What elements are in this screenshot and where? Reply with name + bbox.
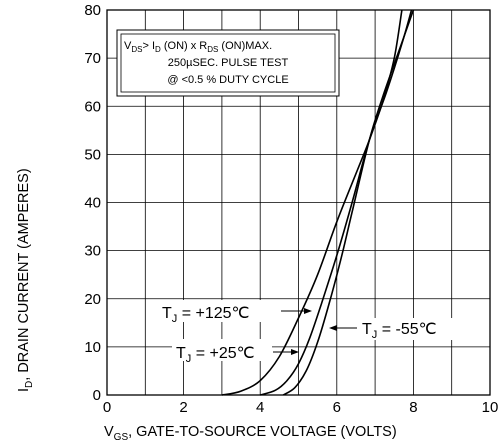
y-tick-label: 50 (84, 146, 101, 163)
x-tick-labels: 0 2 4 6 8 10 (103, 399, 499, 416)
x-tick-label: 4 (256, 399, 264, 416)
x-tick-label: 0 (103, 399, 111, 416)
note-line-1: VDS> ID (ON) x RDS (ON)MAX. (124, 40, 272, 54)
label-minus55c: TJ = -55℃ (329, 318, 460, 341)
y-tick-label: 0 (93, 387, 101, 404)
svg-text:TJ = -55℃: TJ = -55℃ (362, 321, 437, 341)
y-tick-label: 60 (84, 98, 101, 115)
label-25c: TJ = +25℃ (172, 339, 299, 365)
label-125c: TJ = +125℃ (158, 300, 312, 325)
y-tick-labels: 0 10 20 30 40 50 60 70 80 (84, 2, 101, 404)
y-tick-label: 20 (84, 291, 101, 308)
note-box: VDS> ID (ON) x RDS (ON)MAX. 250µSEC. PUL… (116, 29, 340, 97)
x-tick-label: 2 (179, 399, 187, 416)
note-line-3: @ <0.5 % DUTY CYCLE (167, 74, 288, 86)
y-tick-label: 10 (84, 339, 101, 356)
series-line-2 (282, 9, 415, 396)
x-tick-label: 6 (333, 399, 341, 416)
y-axis-label: ID, DRAIN CURRENT (AMPERES) (16, 168, 35, 392)
y-tick-label: 30 (84, 243, 101, 260)
note-line-2: 250µSEC. PULSE TEST (168, 57, 289, 69)
x-tick-label: 10 (482, 399, 499, 416)
series-line-1 (259, 9, 413, 396)
x-axis-label: VGS, GATE-TO-SOURCE VOLTAGE (VOLTS) (104, 424, 397, 443)
x-tick-label: 8 (409, 399, 417, 416)
svg-text:TJ = +125℃: TJ = +125℃ (162, 305, 250, 325)
y-tick-label: 70 (84, 50, 101, 67)
svg-text:TJ = +25℃: TJ = +25℃ (176, 345, 255, 365)
plot-frame (106, 9, 491, 396)
y-tick-label: 80 (84, 2, 101, 19)
curves (221, 9, 415, 396)
y-tick-label: 40 (84, 195, 101, 212)
